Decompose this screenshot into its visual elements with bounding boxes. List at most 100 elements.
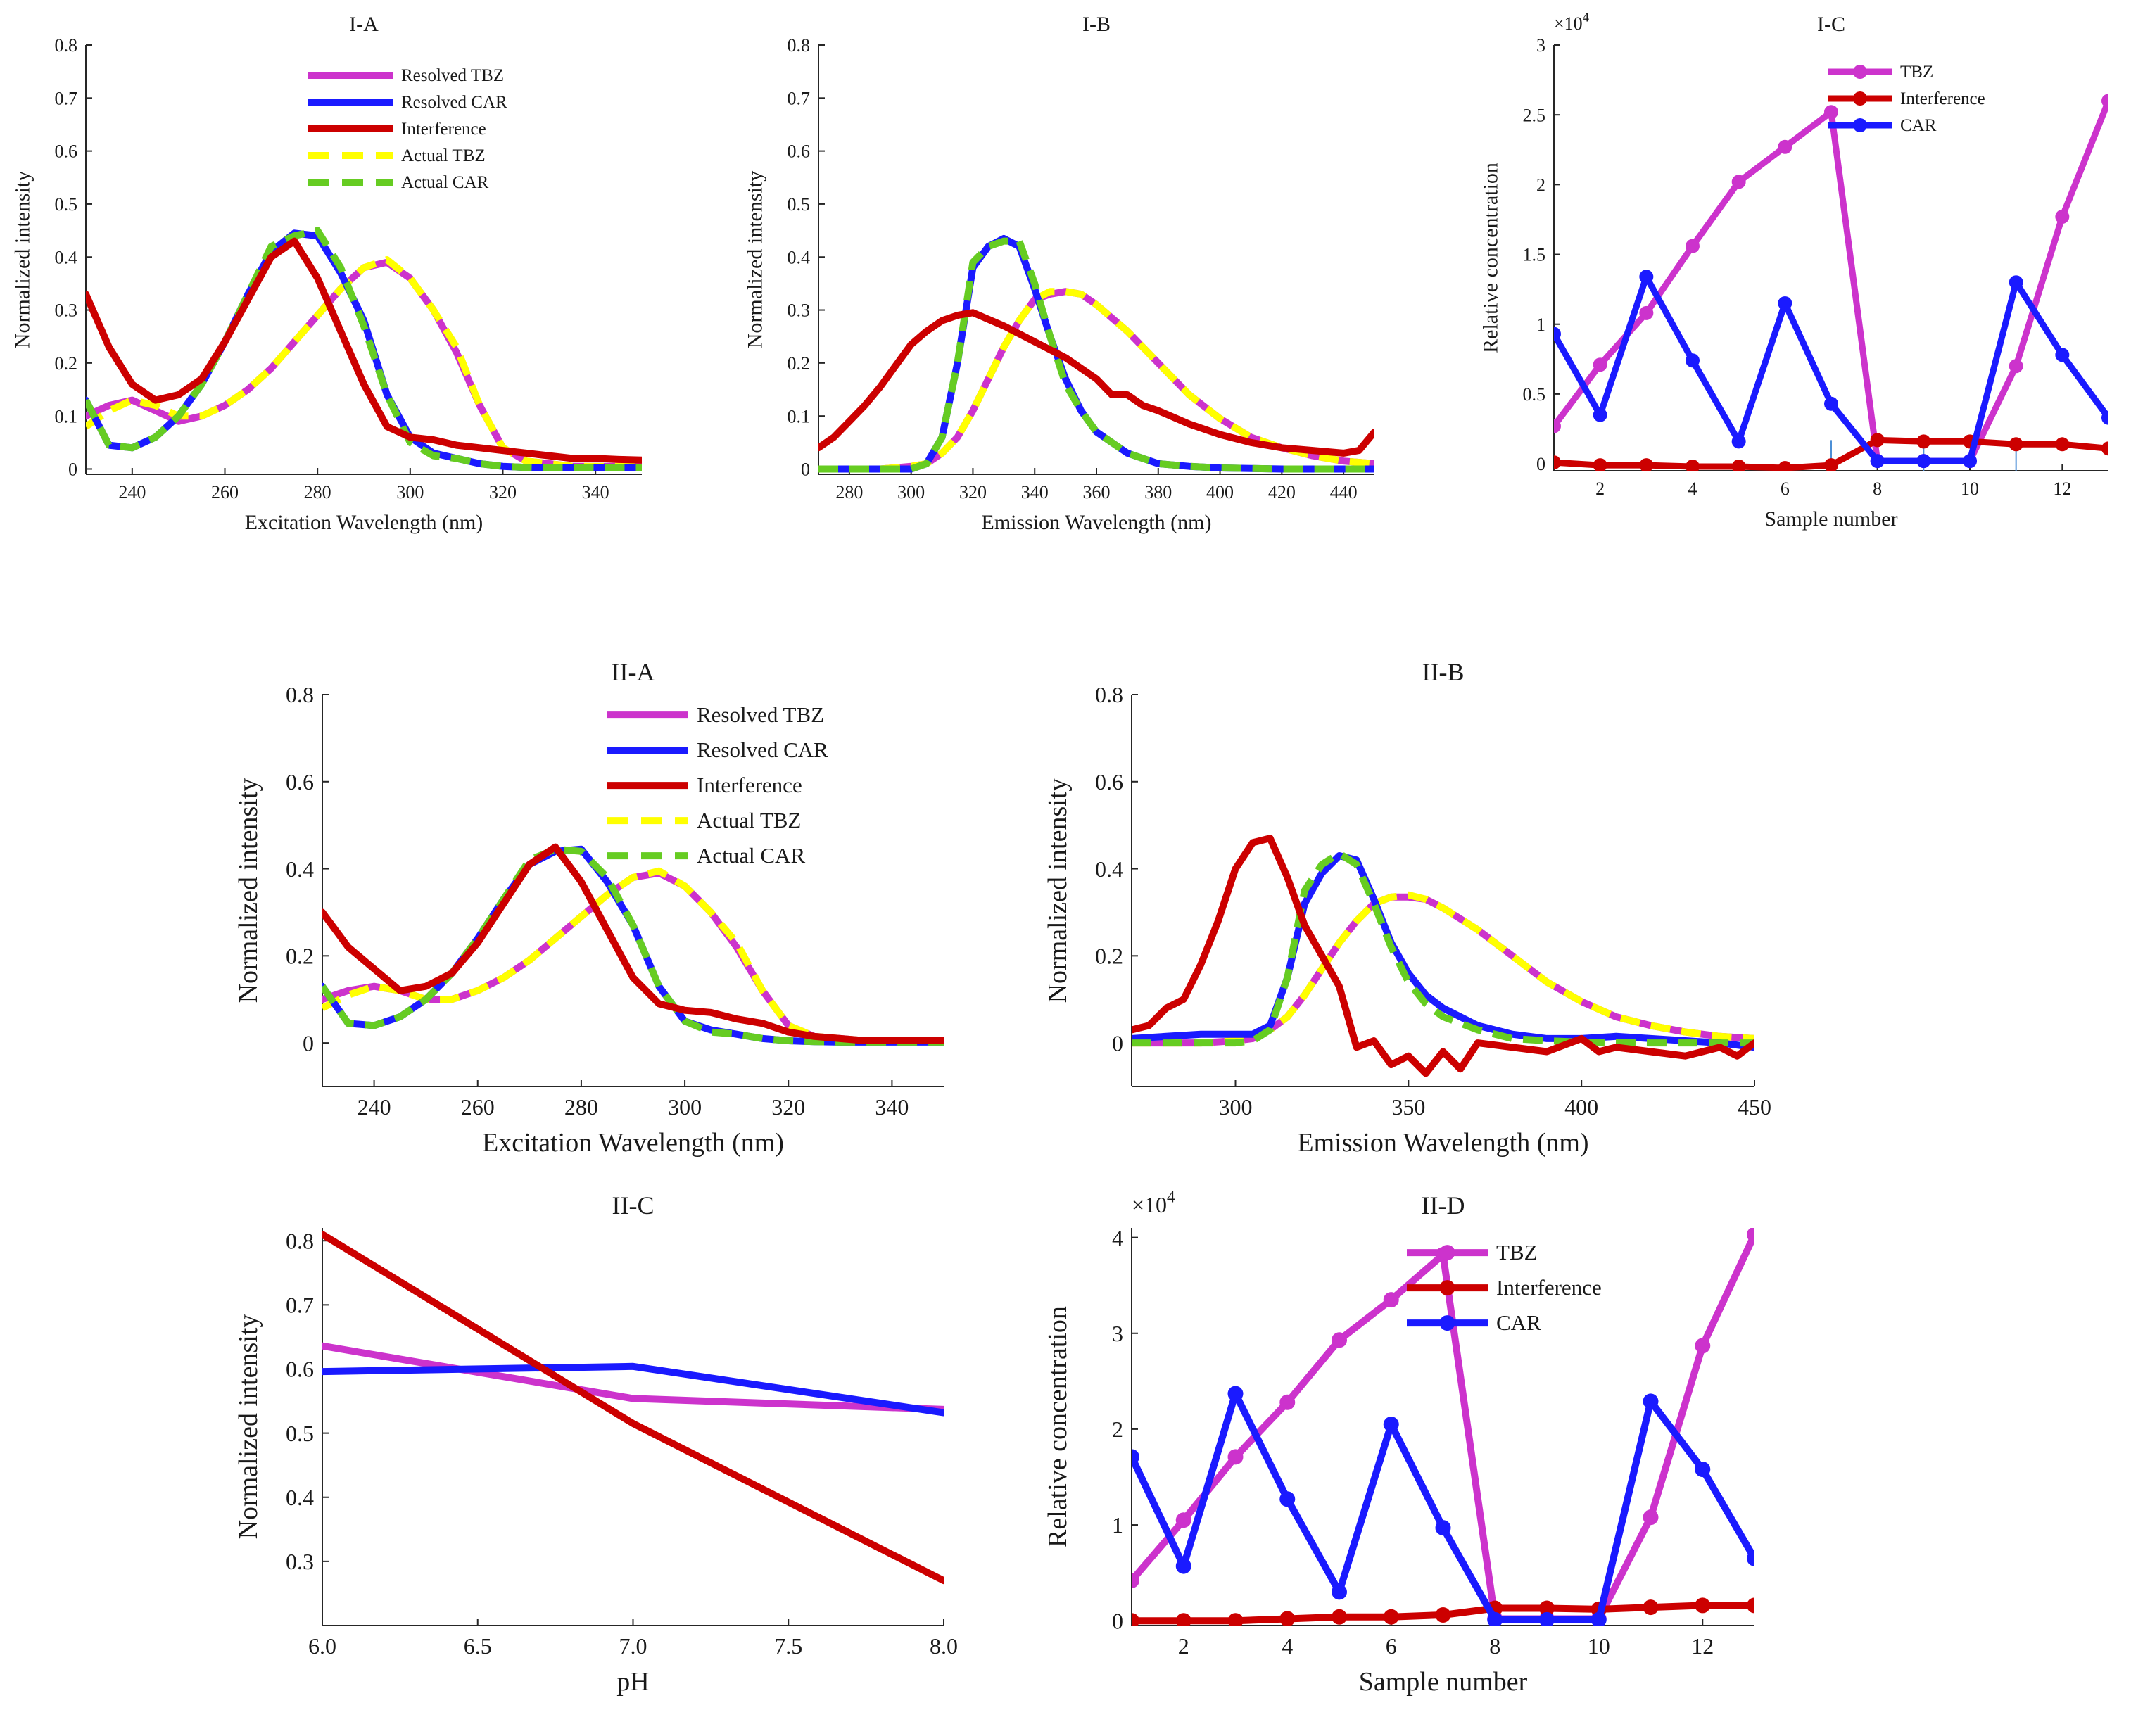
x-tick-label: 300 — [897, 482, 925, 502]
y-tick-label: 0 — [68, 460, 77, 480]
data-point — [1639, 305, 1654, 320]
y-tick-label: 0.3 — [788, 300, 811, 321]
legend-marker — [1853, 91, 1867, 106]
data-point — [2055, 209, 2070, 224]
plot-area — [818, 234, 1374, 473]
y-tick-label: 0.6 — [788, 141, 811, 162]
chart-iia: 0 0.2 0.4 0.6 0.8 240 260 280 300 320 340 II-A Excit… — [234, 658, 944, 1158]
legend-marker — [1853, 118, 1867, 132]
legend-label: TBZ — [1900, 63, 1933, 82]
y-tick-label: 0.6 — [286, 769, 314, 794]
data-point — [1435, 1520, 1451, 1536]
y-tick-label: 2.5 — [1523, 105, 1546, 125]
x-tick-label: 300 — [668, 1094, 702, 1120]
data-point — [2009, 275, 2023, 290]
legend-label: Resolved CAR — [401, 93, 507, 112]
data-point — [1747, 1550, 1754, 1566]
legend-marker — [1439, 1245, 1455, 1261]
series-line-car — [1554, 273, 2108, 464]
data-point — [1824, 396, 1838, 411]
chart-title: II-A — [612, 658, 655, 686]
y-tick-label: 0.5 — [286, 1421, 314, 1446]
series-line-actual-tbz — [86, 256, 642, 470]
x-tick-label: 400 — [1564, 1094, 1598, 1120]
x-tick-label: 400 — [1206, 482, 1234, 502]
data-point — [1279, 1611, 1296, 1626]
y-tick-label: 0.6 — [1095, 769, 1123, 794]
x-axis-label: Sample number — [1764, 507, 1897, 531]
legend: TBZ Interference CAR — [1407, 1240, 1602, 1335]
y-tick-label: 0.2 — [788, 353, 811, 374]
series-line-interference — [322, 1231, 944, 1585]
data-point — [1383, 1292, 1399, 1308]
x-tick-label: 8 — [1873, 479, 1882, 499]
y-tick-label: 0.2 — [1095, 944, 1123, 969]
chart-iic: 0.3 0.4 0.5 0.6 0.7 0.8 6.0 6.5 7.0 7.5 8.0 II-C pH N… — [234, 1191, 958, 1697]
x-tick-label: 6 — [1386, 1633, 1397, 1659]
data-point — [1175, 1613, 1191, 1626]
axis-exponent: ×104 — [1132, 1188, 1175, 1217]
x-tick-label: 2 — [1595, 479, 1605, 499]
plot-area — [86, 227, 642, 471]
data-point — [1539, 1611, 1555, 1626]
y-tick-label: 0.8 — [286, 1228, 314, 1253]
series-line-interference — [86, 237, 642, 464]
data-point — [1747, 1228, 1754, 1243]
data-point — [1554, 327, 1561, 341]
chart-iib: 0 0.2 0.4 0.6 0.8 300 350 400 450 II-B Emission Wa… — [1043, 658, 1771, 1158]
data-point — [1731, 460, 1746, 471]
data-point — [1686, 460, 1700, 471]
plot-area — [1554, 94, 2108, 471]
y-axis-label: Normalized intensity — [743, 171, 766, 348]
data-point — [2009, 359, 2023, 374]
legend-label: TBZ — [1496, 1240, 1538, 1265]
plot-area — [1132, 835, 1754, 1077]
y-tick-label: 1 — [1536, 315, 1545, 335]
data-point — [1643, 1509, 1659, 1526]
y-tick-label: 0.6 — [55, 141, 78, 162]
x-tick-label: 260 — [211, 482, 239, 502]
data-point — [1554, 419, 1561, 433]
legend-label: Actual CAR — [697, 843, 805, 868]
legend-label: Resolved TBZ — [401, 66, 504, 85]
series-line-interference — [1132, 835, 1754, 1077]
data-point — [1132, 1613, 1139, 1626]
x-tick-label: 360 — [1083, 482, 1111, 502]
data-point — [1332, 1609, 1347, 1625]
y-tick-label: 1 — [1112, 1512, 1123, 1538]
data-point — [1643, 1393, 1659, 1409]
series-line-actual-car — [818, 237, 1374, 473]
y-tick-label: 0.6 — [286, 1357, 314, 1382]
x-tick-label: 10 — [1588, 1633, 1610, 1659]
data-point — [1279, 1394, 1296, 1410]
plot-area — [322, 1231, 944, 1585]
legend: TBZ Interference CAR — [1828, 63, 1985, 135]
series-line-interference — [322, 843, 944, 1044]
data-point — [1593, 407, 1607, 422]
data-point — [1554, 455, 1561, 470]
x-tick-label: 440 — [1330, 482, 1358, 502]
y-axis-label: Relative concentration — [1479, 163, 1502, 353]
y-axis-label: Normalized intensity — [11, 171, 34, 348]
data-point — [1132, 1573, 1139, 1589]
data-point — [1435, 1607, 1451, 1623]
x-tick-label: 300 — [396, 482, 424, 502]
x-tick-label: 340 — [582, 482, 609, 502]
y-tick-label: 2 — [1536, 175, 1545, 195]
y-tick-label: 0.4 — [788, 247, 811, 267]
data-point — [1639, 458, 1654, 471]
y-tick-label: 0.8 — [286, 682, 314, 707]
data-point — [1383, 1417, 1399, 1433]
x-tick-label: 12 — [2053, 479, 2071, 499]
series-line-resolved-tbz — [86, 258, 642, 470]
data-point — [2101, 94, 2108, 108]
series-line-car — [1132, 1390, 1754, 1623]
y-tick-label: 0 — [1112, 1608, 1123, 1633]
data-point — [1695, 1462, 1711, 1478]
x-tick-label: 7.5 — [774, 1633, 802, 1659]
chart-title: II-B — [1422, 658, 1465, 686]
data-point — [1227, 1613, 1244, 1626]
x-tick-label: 7.0 — [619, 1633, 647, 1659]
data-point — [1132, 1449, 1139, 1465]
data-point — [1731, 434, 1746, 449]
